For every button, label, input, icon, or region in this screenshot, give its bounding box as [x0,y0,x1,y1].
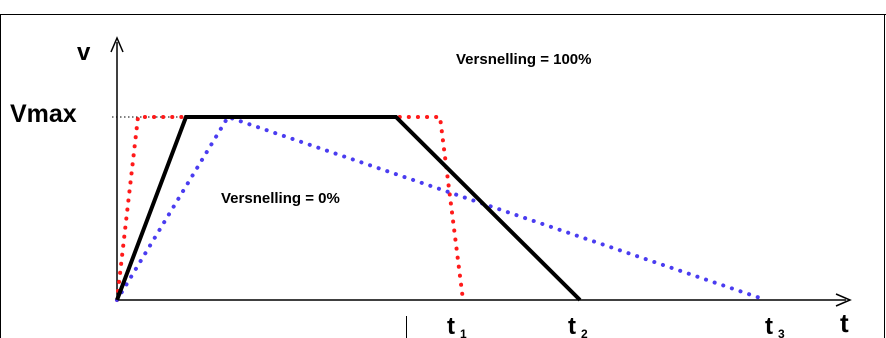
t1-label-subscript: 1 [460,327,467,338]
y-axis-arrow [110,36,124,53]
t1-label: t 1 [447,313,467,338]
y-axis-label: v [77,39,91,66]
profile-blue-0-percent [115,114,768,302]
t3-label-subscript: 3 [778,327,785,338]
t2-label: t 2 [568,313,588,338]
axes [110,36,852,307]
t3-label-base: t [765,313,773,338]
x-axis-label: t [840,308,849,338]
accel-0-label: Versnelling = 0% [221,190,340,207]
t2-label-subscript: 2 [581,327,588,338]
t2-label-base: t [568,313,576,338]
profile-solid-trapezoid [115,115,582,302]
profile-red-100-percent [115,115,465,302]
accel-100-label: Versnelling = 100% [456,51,592,68]
vmax-label: Vmax [10,100,77,128]
t1-label-base: t [447,313,455,338]
x-axis-arrow [835,293,852,307]
t3-label: t 3 [765,313,785,338]
